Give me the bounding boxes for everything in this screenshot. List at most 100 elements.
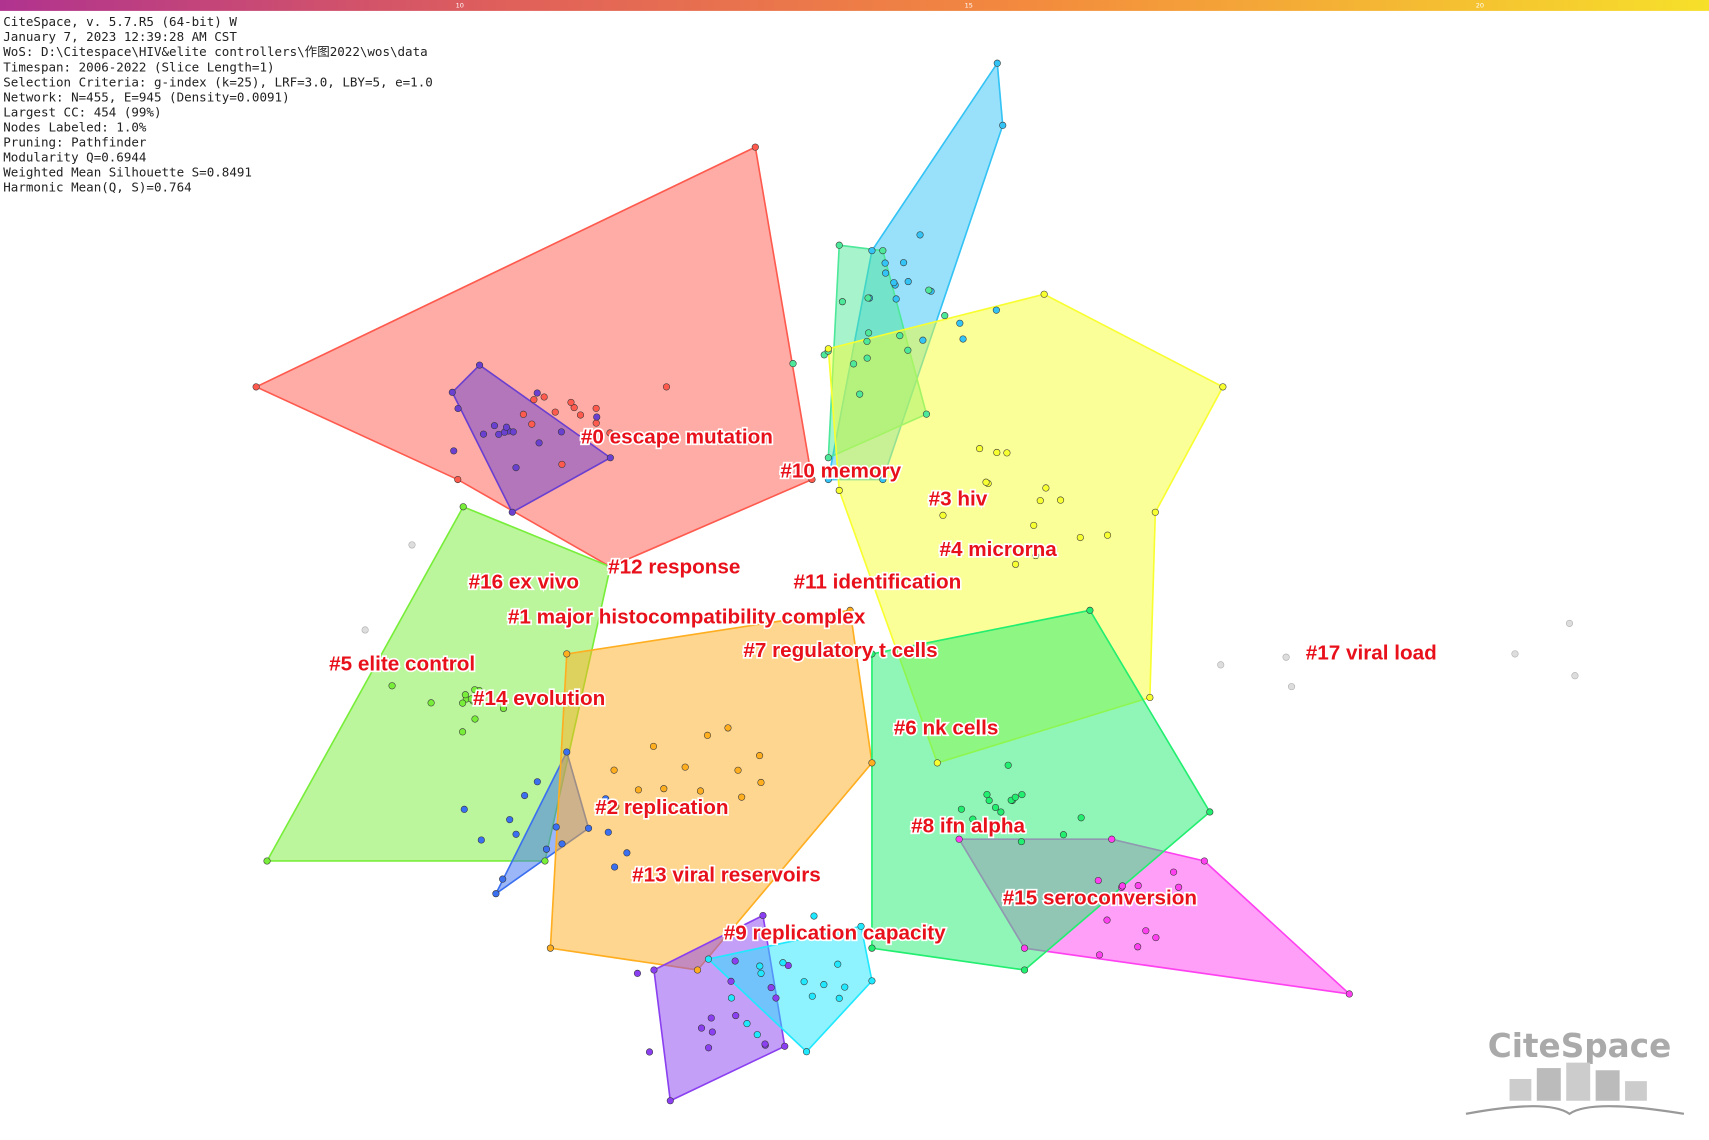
node — [957, 805, 965, 813]
node — [753, 1031, 761, 1039]
node — [824, 454, 832, 462]
node — [767, 984, 775, 992]
node — [1103, 916, 1111, 924]
node — [593, 413, 601, 421]
node — [533, 389, 541, 397]
node — [694, 966, 702, 974]
node — [904, 278, 912, 286]
node — [542, 845, 551, 853]
node — [976, 445, 984, 453]
node — [1571, 672, 1579, 680]
node — [789, 360, 797, 368]
node — [361, 626, 369, 634]
node — [904, 346, 912, 354]
timeline-label: 20 — [1476, 2, 1484, 10]
node — [1036, 497, 1044, 505]
logo-bar — [1595, 1070, 1620, 1101]
node — [743, 1020, 751, 1028]
info-line: Timespan: 2006-2022 (Slice Length=1) — [3, 59, 274, 74]
cluster-labels: #0 escape mutation #10 memory #3 hiv #4 mic… — [328, 424, 1439, 946]
node — [650, 966, 658, 974]
node — [606, 563, 614, 571]
node — [824, 345, 832, 353]
info-line: Selection Criteria: g-index (k=25), LRF=… — [3, 74, 433, 89]
node — [492, 890, 500, 898]
node — [552, 823, 560, 831]
node — [892, 295, 900, 303]
logo-bar — [1625, 1081, 1647, 1101]
node — [633, 969, 641, 977]
node — [454, 475, 462, 484]
cluster-label: #6 nk cells — [894, 717, 999, 740]
node — [708, 1028, 716, 1036]
info-line: WoS: D:\Citespace\HIV&elite controllers\… — [3, 44, 427, 59]
node — [857, 922, 865, 930]
node — [563, 748, 571, 756]
node — [1003, 449, 1011, 457]
logo-bar — [1536, 1068, 1561, 1101]
node — [734, 766, 742, 774]
node — [471, 715, 479, 723]
node — [461, 691, 469, 699]
node — [868, 247, 876, 255]
node — [1020, 944, 1029, 952]
node — [1104, 531, 1112, 539]
node — [645, 1048, 654, 1056]
cluster-label: #4 microrna — [940, 538, 1058, 561]
cluster-label: #3 hiv — [929, 488, 988, 511]
cluster-label: #10 memory — [780, 459, 901, 482]
cluster-label: #8 ifn alpha — [911, 815, 1025, 838]
timeline-label: 10 — [456, 2, 464, 10]
info-line: Pruning: Pathfinder — [3, 134, 147, 149]
node — [697, 1024, 706, 1032]
node — [864, 294, 872, 302]
logo-bar — [1509, 1078, 1532, 1101]
node — [521, 792, 529, 800]
cluster-label: #17 viral load — [1306, 641, 1437, 664]
node — [982, 478, 990, 486]
node — [681, 763, 689, 771]
node — [933, 759, 941, 767]
node — [890, 279, 898, 287]
node — [1140, 898, 1148, 906]
node — [1219, 383, 1227, 391]
node — [991, 803, 1000, 812]
logo-text: CiteSpace — [1488, 1027, 1672, 1065]
node — [666, 1097, 674, 1105]
node — [563, 650, 571, 658]
cluster-label: #12 response — [608, 555, 740, 578]
node — [810, 912, 818, 920]
node — [519, 410, 527, 418]
node — [727, 994, 735, 1002]
node — [724, 724, 732, 732]
node — [941, 312, 949, 320]
node — [1565, 619, 1574, 627]
node — [1057, 496, 1065, 504]
node — [757, 778, 765, 786]
node — [509, 428, 517, 436]
node — [919, 336, 927, 344]
cluster-label: #13 viral reservoirs — [632, 864, 821, 887]
node — [1095, 951, 1104, 959]
node — [781, 1042, 789, 1050]
node — [808, 992, 816, 1000]
node — [772, 994, 780, 1002]
node — [696, 787, 705, 795]
logo-book — [1465, 1105, 1685, 1116]
node — [408, 541, 416, 549]
node — [879, 475, 887, 484]
node — [567, 398, 575, 406]
node — [1012, 560, 1020, 568]
node — [1217, 661, 1225, 669]
node — [454, 404, 462, 413]
cluster-label: #11 identification — [793, 571, 961, 594]
node — [705, 1044, 713, 1052]
node — [863, 337, 871, 345]
node — [551, 408, 559, 416]
node — [467, 695, 475, 703]
node — [835, 994, 843, 1002]
node — [838, 298, 846, 306]
cluster-hull — [549, 609, 873, 971]
node — [662, 383, 671, 391]
node — [477, 836, 485, 844]
